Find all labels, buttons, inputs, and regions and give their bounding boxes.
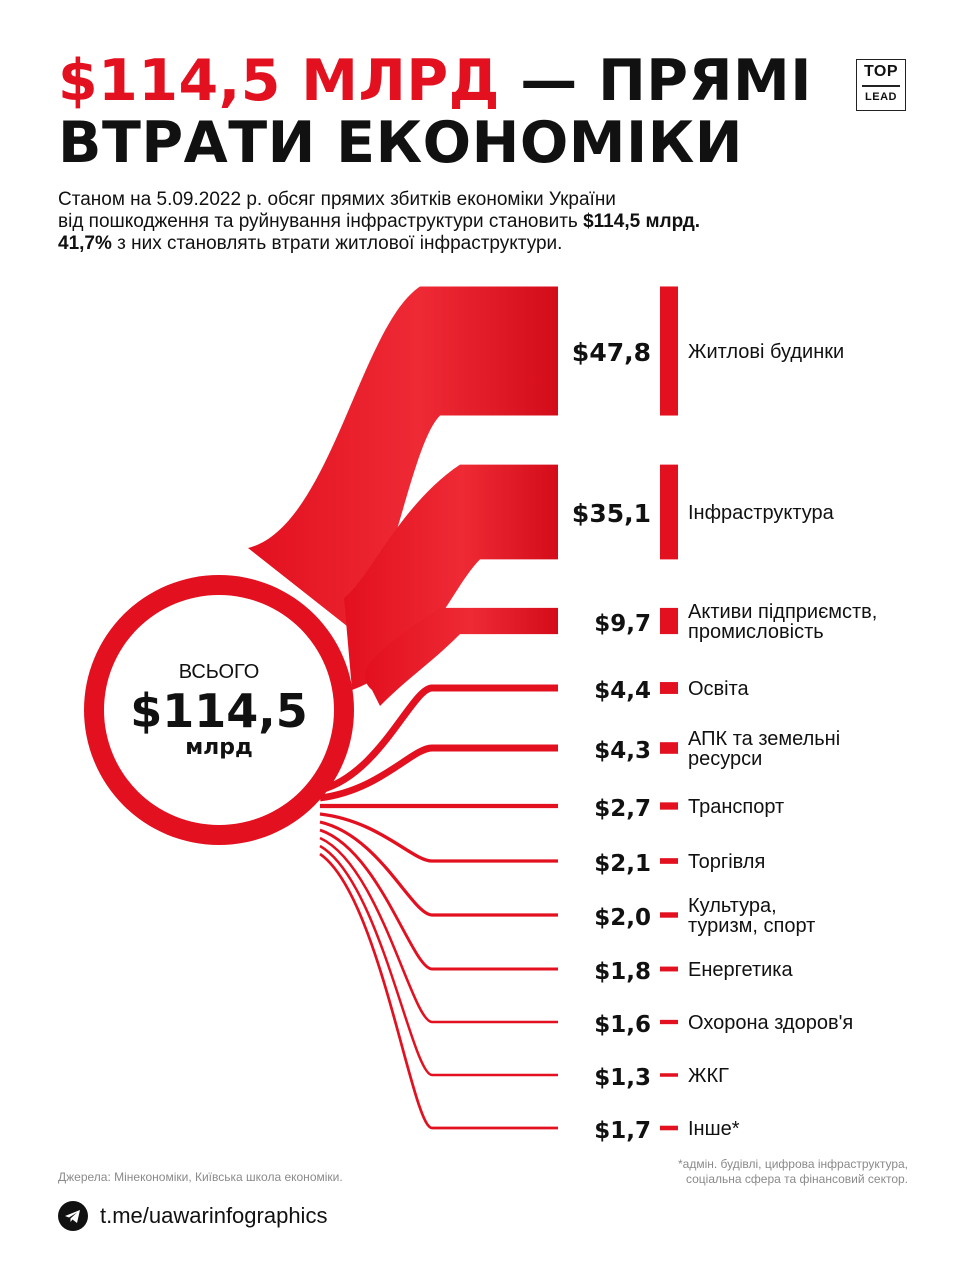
- value-bar-8: [660, 912, 678, 918]
- flow-line-9: [319, 828, 558, 971]
- value-label-3: $9,7: [594, 611, 651, 637]
- value-label-10: $1,6: [594, 1012, 651, 1038]
- value-bar-3: [660, 607, 678, 635]
- value-bar-12: [660, 1125, 678, 1131]
- page-title: $114,5 МЛРД — ПРЯМІ ВТРАТИ ЕКОНОМІКИ: [58, 50, 848, 174]
- telegram-link[interactable]: t.me/uawarinfographics: [100, 1203, 328, 1228]
- total-ring: [84, 575, 354, 845]
- total-unit: млрд: [185, 735, 253, 760]
- flow-line-7: [319, 812, 558, 863]
- sankey-bands: [248, 286, 558, 706]
- value-bar-10: [660, 1019, 678, 1025]
- value-bar-2: [660, 464, 678, 560]
- category-label-10-1: Охорона здоров'я: [688, 1012, 853, 1034]
- value-label-1: $47,8: [572, 338, 651, 367]
- value-bar-11: [660, 1073, 678, 1077]
- telegram-plane-icon: [65, 1210, 80, 1223]
- logo-bottom-text: LEAD: [865, 91, 897, 103]
- flow-line-12: [319, 852, 558, 1130]
- flow-line-4: [319, 684, 558, 794]
- subtitle-percent: 41,7%: [58, 233, 112, 254]
- value-bar-6: [660, 802, 678, 810]
- value-label-11: $1,3: [594, 1065, 651, 1091]
- category-label-3-1: Активи підприємств,: [688, 601, 877, 623]
- value-label-9: $1,8: [594, 959, 651, 985]
- footnote-line1: *адмін. будівлі, цифрова інфраструктура,: [677, 1157, 908, 1171]
- value-bar-9: [660, 966, 678, 972]
- telegram-block: t.me/uawarinfographics: [58, 1201, 327, 1231]
- sankey-thin-flows: [319, 684, 558, 1130]
- category-label-4-1: Освіта: [688, 678, 750, 700]
- subtitle-total: $114,5 млрд.: [583, 211, 701, 232]
- category-label-8-2: туризм, спорт: [688, 915, 815, 937]
- category-label-5-2: ресурси: [688, 748, 762, 770]
- value-label-6: $2,7: [594, 796, 651, 822]
- category-label-8-1: Культура,: [688, 895, 777, 917]
- value-bar-4: [660, 682, 678, 694]
- flow-line-11: [319, 844, 558, 1077]
- category-label-1-1: Житлові будинки: [688, 341, 844, 363]
- subtitle: Станом на 5.09.2022 р. обсяг прямих збит…: [58, 189, 918, 255]
- category-label-6-1: Транспорт: [688, 796, 784, 818]
- category-label-2-1: Інфраструктура: [688, 502, 835, 524]
- title-accent: $114,5 МЛРД: [58, 48, 500, 114]
- footnote-line2: соціальна сфера та фінансовий сектор.: [686, 1172, 908, 1186]
- value-bar-1: [660, 286, 678, 416]
- flow-line-8: [319, 820, 558, 917]
- total-value: $114,5: [130, 684, 308, 738]
- value-label-5: $4,3: [594, 738, 651, 764]
- flow-line-5: [319, 744, 558, 802]
- flow-band-3: [364, 607, 558, 706]
- value-label-12: $1,7: [594, 1118, 651, 1144]
- value-bar-7: [660, 858, 678, 864]
- value-label-8: $2,0: [594, 905, 651, 931]
- top-lead-logo: TOP LEAD: [856, 59, 906, 111]
- value-bar-5: [660, 742, 678, 754]
- total-label: ВСЬОГО: [179, 661, 260, 683]
- category-rows: $47,8 Житлові будинки $35,1 Інфраструктура $…: [572, 286, 877, 1144]
- category-label-3-2: промисловість: [688, 621, 824, 643]
- telegram-icon[interactable]: [58, 1201, 88, 1231]
- logo-top-text: TOP: [863, 63, 899, 80]
- value-label-2: $35,1: [572, 499, 651, 528]
- category-label-12-1: Інше*: [688, 1118, 740, 1140]
- flow-band-1: [248, 286, 558, 630]
- subtitle-line3: з них становлять втрати житлової інфраст…: [111, 233, 563, 254]
- flow-band-2: [344, 464, 558, 690]
- subtitle-line1: Станом на 5.09.2022 р. обсяг прямих збит…: [58, 189, 616, 210]
- logo-divider: [862, 85, 900, 87]
- total-ring-inner: [104, 595, 334, 825]
- category-label-7-1: Торгівля: [688, 851, 765, 873]
- value-label-7: $2,1: [594, 851, 651, 877]
- title-rest: — ПРЯМІ ВТРАТИ ЕКОНОМІКИ: [58, 48, 812, 176]
- value-label-4: $4,4: [594, 678, 651, 704]
- category-label-9-1: Енергетика: [688, 959, 793, 981]
- sources-note: Джерела: Мінекономіки, Київська школа ек…: [58, 1170, 343, 1184]
- category-label-5-1: АПК та земельні: [688, 728, 840, 750]
- category-label-11-1: ЖКГ: [688, 1065, 729, 1087]
- subtitle-line2: від пошкодження та руйнування інфраструк…: [58, 211, 584, 232]
- flow-line-10: [319, 836, 558, 1024]
- footnote: *адмін. будівлі, цифрова інфраструктура,…: [608, 1157, 908, 1187]
